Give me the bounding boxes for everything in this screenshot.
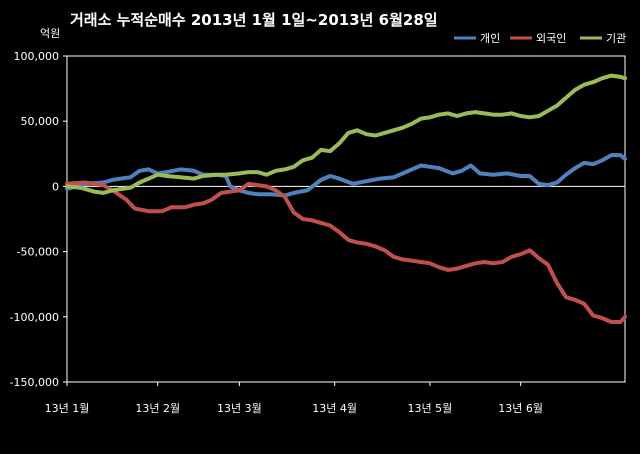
y-axis: 100,000 50,000 0 -50,000 -100,000 -150,000 <box>10 50 625 389</box>
x-tick-label: 13년 4월 <box>312 402 357 415</box>
legend-label-1: 외국인 <box>536 32 566 45</box>
series-line-2 <box>65 73 627 195</box>
series-line-0 <box>65 153 627 198</box>
x-tick-label: 13년 6월 <box>498 402 543 415</box>
x-tick-label: 13년 3월 <box>217 402 262 415</box>
legend-label-0: 개인 <box>480 32 500 45</box>
y-unit-label: 억원 <box>40 27 60 40</box>
plot-area <box>66 55 626 383</box>
legend: 개인 외국인 기관 <box>454 32 626 45</box>
x-axis: 13년 1월 13년 2월 13년 3월 13년 4월 13년 5월 13년 6월 <box>45 382 543 415</box>
y-tick-label: 0 <box>52 180 59 193</box>
series-line-1 <box>65 180 627 324</box>
y-tick-label: 50,000 <box>21 115 60 128</box>
y-tick-label: 100,000 <box>14 50 60 63</box>
x-tick-label: 13년 1월 <box>45 402 90 415</box>
y-tick-label: -100,000 <box>10 311 59 324</box>
legend-label-2: 기관 <box>606 32 626 45</box>
y-tick-label: -150,000 <box>10 376 59 389</box>
chart-title: 거래소 누적순매수 2013년 1월 1일~2013년 6월28일 <box>70 11 438 29</box>
y-tick-label: -50,000 <box>17 246 59 259</box>
x-tick-label: 13년 2월 <box>135 402 180 415</box>
x-tick-label: 13년 5월 <box>408 402 453 415</box>
series-layer <box>65 73 627 324</box>
